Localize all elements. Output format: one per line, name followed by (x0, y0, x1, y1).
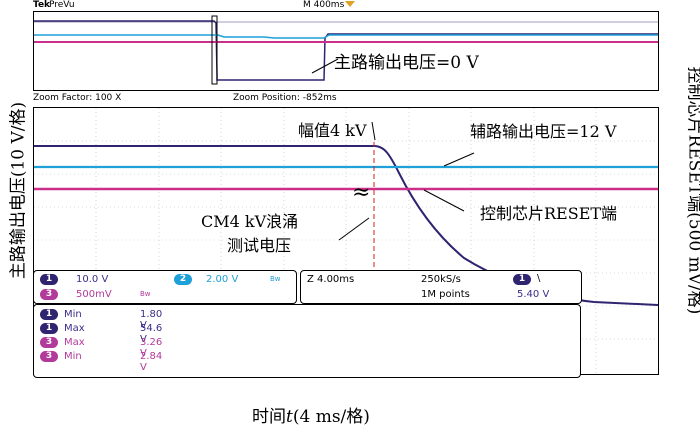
main-output-pointer-svg (311, 58, 339, 74)
measurement-name: Max (64, 337, 85, 348)
ch1-scale: 10.0 V (76, 274, 109, 285)
bottom-axis-prefix: 时间 (252, 407, 286, 427)
timebase-label: M 400ms (303, 0, 345, 10)
measurement-ch-badge: 1 (40, 323, 58, 334)
measurement-value: 54.6 V (140, 323, 163, 345)
zoom-factor-label: Zoom Factor: 100 X (33, 93, 122, 103)
mode-label: PreVu (49, 0, 75, 10)
measurement-value: 1.80 V (140, 309, 163, 331)
trigger-level: 5.40 V (517, 289, 550, 300)
measurement-name: Max (64, 323, 85, 334)
surge-pointer (338, 217, 370, 241)
ch3-bw-icon: Bw (140, 290, 151, 298)
reset-pointer (423, 189, 465, 212)
channel-scale-panel: 1 10.0 V 2 2.00 V Bw 3 500mV Bw (33, 270, 297, 304)
aux-output-annotation: 辅路输出电压=12 V (470, 122, 617, 141)
ch2-badge: 2 (174, 274, 192, 285)
ch2-scale: 2.00 V (206, 274, 239, 285)
reset-annotation: 控制芯片RESET端 (480, 204, 618, 223)
right-axis-label: 控制芯片RESET端(500 mV/格) (684, 66, 700, 315)
amplitude-annotation: 幅值4 kV (298, 121, 367, 140)
overview-waveform-svg (34, 15, 658, 85)
ch3-scale: 500mV (76, 289, 112, 300)
measurement-ch-badge: 3 (40, 351, 58, 362)
trigger-channel-badge: 1 (513, 274, 531, 285)
zoom-info-bar: Zoom Factor: 100 X Zoom Position: -852ms (33, 93, 659, 104)
ch3-badge: 3 (40, 289, 58, 300)
aux-pointer (443, 152, 475, 167)
amplitude-pointer (371, 121, 376, 141)
measurement-value: 2.84 V (140, 351, 163, 373)
record-length: 1M points (421, 289, 470, 300)
measurement-value: 3.26 V (140, 337, 163, 359)
zoom-position-label: Zoom Position: -852ms (233, 93, 337, 103)
zoom-timebase: Z 4.00ms (307, 274, 355, 285)
overview-ch2-trace (34, 34, 658, 39)
trigger-slope-icon: \ (537, 273, 541, 284)
trigger-position-marker-icon (345, 1, 355, 7)
acquisition-panel: Z 4.00ms 250kS/s 1M points 1 \ 5.40 V (300, 270, 582, 304)
main-output-annotation: 主路输出电压=0 V (334, 53, 479, 73)
measurements-panel: 1 Min 1.80 V 1 Max 54.6 V 3 Max 3.26 V 3… (33, 304, 581, 378)
surge-annotation-line2: 测试电压 (227, 236, 292, 255)
zoom-window-box[interactable] (211, 15, 218, 85)
bottom-axis-suffix: (4 ms/格) (292, 407, 370, 427)
main-output-label-box (331, 46, 511, 72)
break-mark: ≈ (352, 180, 371, 205)
brand-logo: Tek (33, 0, 51, 10)
measurement-ch-badge: 3 (40, 337, 58, 348)
measurement-ch-badge: 1 (40, 309, 58, 320)
top-status-bar: Tek PreVu M 400ms (33, 0, 659, 11)
sample-rate: 250kS/s (421, 274, 461, 285)
ch2-bw-icon: Bw (270, 275, 281, 283)
bottom-axis-label: 时间t(4 ms/格) (252, 402, 370, 427)
measurement-name: Min (64, 351, 82, 362)
bottom-axis-variable: t (286, 407, 293, 427)
left-axis-label: 主路输出电压(10 V/格) (8, 101, 29, 280)
measurement-name: Min (64, 309, 82, 320)
ch1-badge: 1 (40, 274, 58, 285)
surge-annotation-line1: CM4 kV浪涌 (201, 212, 299, 231)
